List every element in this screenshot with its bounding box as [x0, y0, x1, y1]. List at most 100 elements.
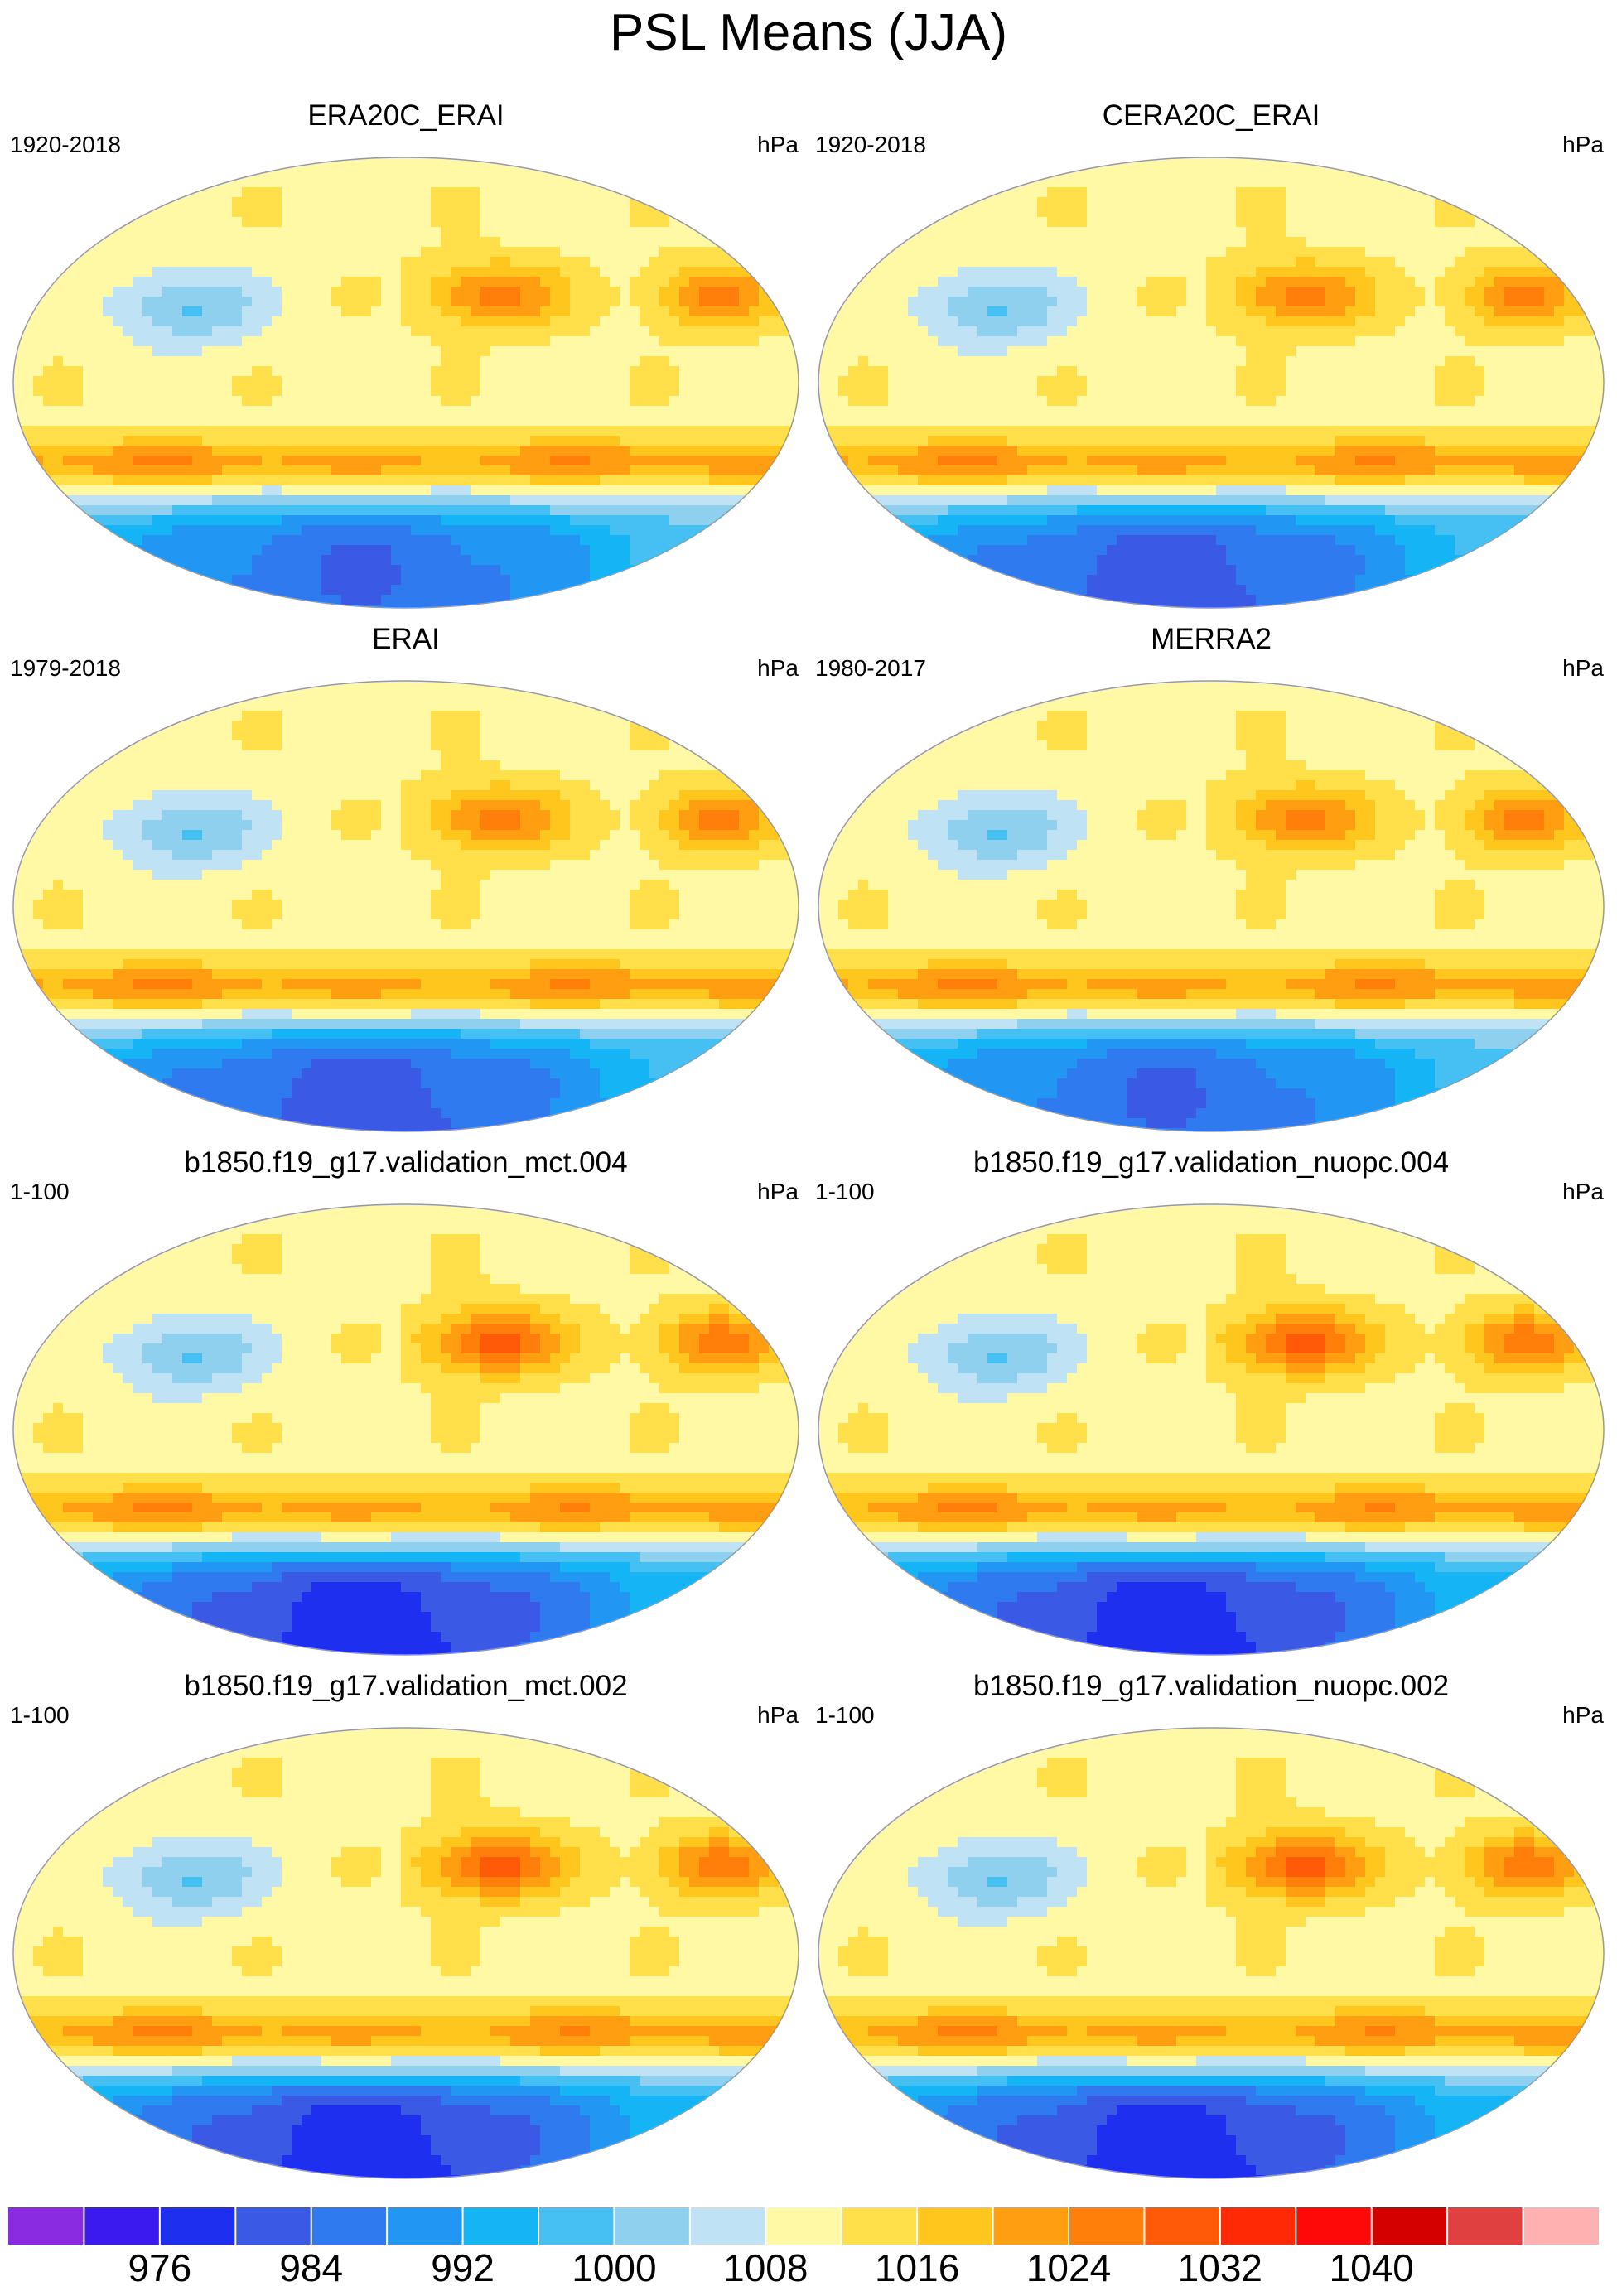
contour-cell [142, 227, 153, 238]
contour-cell [182, 485, 193, 496]
contour-cell [669, 346, 680, 357]
contour-cell [1057, 187, 1068, 198]
contour-cell [828, 217, 839, 228]
contour-cell [997, 287, 1008, 297]
contour-cell [1276, 247, 1286, 258]
contour-cell [1206, 247, 1217, 258]
contour-cell [302, 495, 312, 506]
contour-cell [172, 177, 183, 188]
contour-cell [1117, 267, 1127, 277]
contour-cell [699, 595, 710, 605]
contour-cell [162, 247, 173, 258]
contour-cell [640, 436, 650, 446]
contour-cell [560, 267, 571, 277]
contour-cell [431, 217, 442, 228]
contour-cell [630, 157, 640, 168]
contour-cell [103, 167, 113, 178]
contour-cell [1057, 157, 1068, 168]
contour-cell [1415, 157, 1426, 168]
contour-cell [302, 485, 312, 496]
contour-cell [1465, 187, 1475, 198]
contour-cell [1037, 247, 1048, 258]
contour-cell [1544, 237, 1555, 248]
contour-cell [381, 167, 392, 178]
contour-cell [13, 197, 24, 208]
contour-cell [1514, 227, 1525, 238]
contour-cell [1504, 237, 1515, 248]
contour-cell [600, 267, 611, 277]
contour-cell [838, 316, 849, 327]
contour-cell [520, 306, 531, 317]
contour-cell [431, 207, 442, 218]
contour-cell [769, 396, 780, 407]
contour-cell [1574, 306, 1585, 317]
contour-cell [649, 525, 660, 536]
contour-cell [620, 277, 630, 287]
contour-cell [500, 336, 511, 347]
contour-cell [1196, 227, 1207, 238]
contour-cell [351, 207, 362, 218]
contour-cell [311, 247, 322, 258]
contour-cell [958, 267, 968, 277]
contour-cell [451, 386, 461, 397]
contour-cell [540, 436, 551, 446]
contour-cell [500, 575, 511, 586]
contour-cell [659, 326, 670, 337]
contour-cell [341, 247, 352, 258]
contour-cell [1206, 287, 1217, 297]
contour-cell [1335, 197, 1346, 208]
contour-cell [1574, 177, 1585, 188]
contour-cell [918, 237, 929, 248]
contour-cell [1186, 197, 1197, 208]
contour-cell [431, 326, 442, 337]
contour-cell [520, 366, 531, 377]
contour-cell [1325, 277, 1336, 287]
contour-cell [1007, 267, 1018, 277]
contour-cell [53, 336, 64, 347]
contour-cell [172, 237, 183, 248]
contour-cell [987, 157, 998, 168]
contour-cell [1196, 157, 1207, 168]
contour-cell [709, 287, 720, 297]
contour-cell [272, 177, 282, 188]
contour-cell [441, 187, 451, 198]
contour-cell [331, 505, 342, 516]
contour-cell [958, 177, 968, 188]
contour-cell [580, 495, 591, 506]
contour-cell [958, 217, 968, 228]
contour-cell [1564, 247, 1575, 258]
contour-cell [93, 396, 104, 407]
contour-cell [719, 605, 730, 608]
contour-cell [182, 157, 193, 168]
contour-cell [699, 515, 710, 526]
contour-cell [113, 287, 123, 297]
contour-cell [997, 306, 1008, 317]
contour-cell [73, 446, 84, 456]
contour-cell [272, 436, 282, 446]
contour-cell [1514, 297, 1525, 307]
contour-cell [1405, 157, 1416, 168]
contour-cell [421, 535, 432, 546]
contour-cell [73, 465, 84, 476]
contour-cell [769, 575, 780, 586]
contour-cell [421, 247, 432, 258]
contour-cell [103, 515, 113, 526]
contour-cell [679, 257, 690, 268]
contour-cell [769, 386, 780, 397]
contour-cell [1087, 227, 1098, 238]
contour-cell [1067, 157, 1078, 168]
contour-cell [1206, 277, 1217, 287]
contour-cell [441, 535, 451, 546]
contour-cell [113, 247, 123, 258]
contour-cell [13, 177, 24, 188]
contour-cell [411, 525, 422, 536]
contour-cell [1156, 197, 1167, 208]
contour-cell [302, 605, 312, 608]
contour-cell [401, 485, 412, 496]
contour-cell [182, 396, 193, 407]
contour-cell [868, 217, 879, 228]
contour-cell [1365, 157, 1376, 168]
contour-cell [103, 356, 113, 367]
contour-cell [172, 436, 183, 446]
contour-cell [351, 545, 362, 556]
